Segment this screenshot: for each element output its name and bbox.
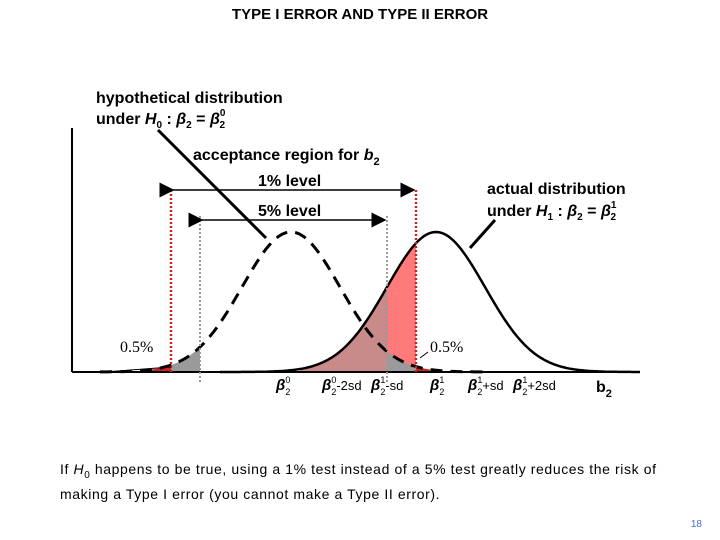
h0-label-line2: under H0 : β2 = β0 2 [96,108,226,131]
h0-pointer-line [156,128,268,240]
five-percent-level-label: 5% level [258,203,321,220]
right-tail-pointer [419,351,429,359]
right-tail-label: 0.5% [430,339,463,356]
footnote: If H0 happens to be true, using a 1% tes… [60,460,680,503]
axis-variable-sub: 2 [606,388,612,400]
h1-sub: 1 [547,212,553,223]
h1-beta2: β [600,203,611,220]
h0-sub: 0 [156,120,162,131]
axis-tick-label: β0 2 [275,375,290,397]
left-tail-pointer [103,366,172,373]
h0-symbol: H [145,111,157,128]
h1-beta2-sup: 1 [611,200,617,211]
h1-label-prefix: under [487,203,536,220]
axis-variable: b [596,379,606,396]
h1-label-line2: under H1 : β2 = β1 2 [487,200,617,223]
acceptance-region-text: acceptance region for [193,147,364,164]
h1-beta-sub: 2 [577,212,583,223]
slide-title: TYPE I ERROR AND TYPE II ERROR [231,6,489,23]
h0-beta2-sup: 0 [220,108,226,119]
h0-label-prefix: under [96,111,145,128]
h1-colon: : [553,203,567,220]
one-percent-level-label: 1% level [258,173,321,190]
h1-beta: β [566,203,577,220]
footnote-h: H [73,461,85,477]
axis-tick-label: β1 2-sd [370,375,403,397]
left-tail-region-five-percent [150,347,200,372]
h0-beta: β [175,111,186,128]
axis-tick-label: β1 2 [429,375,444,397]
left-tail-label: 0.5% [120,339,153,356]
h1-equals: = [583,203,601,220]
acceptance-region-label: acceptance region for b2 [193,147,380,168]
h1-distribution-curve [220,230,640,374]
axis-variable-label: b2 [596,379,612,400]
footnote-rest: happens to be true, using a 1% test inst… [60,461,657,502]
axis-tick-label: β1 2+sd [467,375,504,397]
footnote-prefix: If [60,461,74,477]
h0-beta-sub: 2 [186,120,192,131]
h0-equals: = [192,111,210,128]
acceptance-region-sub: 2 [374,156,380,168]
axis-tick-label: β1 2+2sd [512,375,556,397]
h1-label-line1: actual distribution [487,181,626,198]
h1-pointer-line [468,219,497,249]
type-ii-error-overlap-region [300,287,387,372]
h1-symbol: H [536,203,548,220]
h0-colon: : [162,111,176,128]
acceptance-region-var: b [364,147,374,164]
page-number: 18 [690,519,702,530]
axis-tick-label: β0 2-2sd [321,375,362,397]
h0-distribution-curve [100,230,489,374]
footnote-h-sub: 0 [84,469,91,481]
h0-beta2-sub: 2 [219,120,225,131]
h0-beta2: β [209,111,220,128]
h0-label-line1: hypothetical distribution [96,90,283,107]
h1-beta2-sub: 2 [610,212,616,223]
